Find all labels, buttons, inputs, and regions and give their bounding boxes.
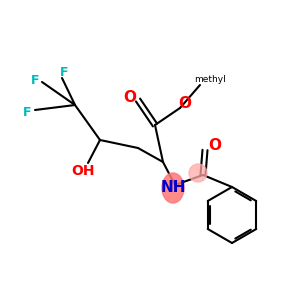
Text: methyl: methyl (194, 76, 226, 85)
Text: O: O (124, 89, 136, 104)
Ellipse shape (189, 164, 207, 182)
Text: O: O (178, 95, 191, 110)
Text: F: F (23, 106, 31, 118)
Text: F: F (31, 74, 39, 86)
Text: NH: NH (160, 181, 186, 196)
Text: F: F (60, 67, 68, 80)
Ellipse shape (162, 173, 184, 203)
Text: O: O (208, 139, 221, 154)
Text: OH: OH (71, 164, 95, 178)
